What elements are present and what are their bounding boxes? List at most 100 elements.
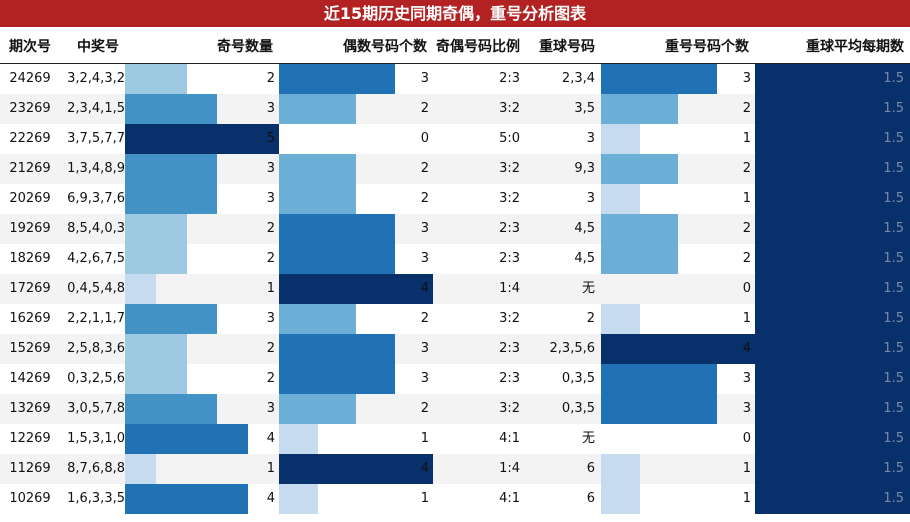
cell-repeat-count-value: 3: [742, 71, 751, 86]
table-row: 23269 2,3,4,1,5 3 2 3:2 3,5 2 1.5: [0, 94, 910, 124]
cell-ratio: 3:2: [433, 394, 526, 424]
cell-repeat-nums-text: 3,5: [574, 101, 595, 116]
cell-numbers: 4,2,6,7,5: [60, 244, 125, 274]
cell-repeat-count-value: 1: [742, 491, 751, 506]
cell-avg-value: 1.5: [883, 131, 904, 146]
cell-ratio: 2:3: [433, 214, 526, 244]
cell-odd-count: 5: [125, 124, 279, 154]
cell-repeat-count-bar: [601, 94, 678, 124]
cell-odd-count-bar: [125, 64, 187, 94]
cell-repeat-count: 1: [601, 454, 755, 484]
analysis-table: 期次号 中奖号 奇号数量 偶数号码个数 奇偶号码比例 重球号码 重号号码个数 重…: [0, 29, 910, 514]
cell-even-count-bar: [279, 334, 395, 364]
cell-odd-count-value: 1: [266, 461, 275, 476]
cell-issue: 23269: [0, 94, 60, 124]
cell-avg-value: 1.5: [883, 311, 904, 326]
cell-issue-text: 17269: [9, 281, 51, 296]
cell-odd-count: 3: [125, 154, 279, 184]
cell-avg-value: 1.5: [883, 491, 904, 506]
cell-numbers-text: 0,3,2,5,6: [67, 371, 125, 386]
cell-ratio-text: 3:2: [499, 191, 520, 206]
cell-even-count-value: 0: [420, 131, 429, 146]
cell-repeat-nums-text: 6: [586, 461, 595, 476]
cell-numbers: 8,5,4,0,3: [60, 214, 125, 244]
cell-odd-count-bar: [125, 334, 187, 364]
cell-ratio-text: 2:3: [499, 371, 520, 386]
cell-numbers-text: 8,5,4,0,3: [67, 221, 125, 236]
cell-issue-text: 20269: [9, 191, 51, 206]
cell-odd-count-value: 3: [266, 191, 275, 206]
cell-numbers: 1,5,3,1,0: [60, 424, 125, 454]
cell-odd-count-bar: [125, 424, 248, 454]
cell-numbers-text: 1,5,3,1,0: [67, 431, 125, 446]
cell-avg-value: 1.5: [883, 161, 904, 176]
header-row: 期次号 中奖号 奇号数量 偶数号码个数 奇偶号码比例 重球号码 重号号码个数 重…: [0, 29, 910, 64]
cell-repeat-count: 1: [601, 484, 755, 514]
cell-even-count-value: 4: [420, 461, 429, 476]
cell-numbers: 3,0,5,7,8: [60, 394, 125, 424]
cell-even-count-value: 2: [420, 101, 429, 116]
cell-ratio: 2:3: [433, 64, 526, 95]
cell-repeat-nums: 3: [526, 184, 601, 214]
cell-avg: 1.5: [755, 424, 910, 454]
cell-repeat-count-value: 1: [742, 311, 751, 326]
cell-avg-value: 1.5: [883, 71, 904, 86]
cell-avg: 1.5: [755, 274, 910, 304]
cell-odd-count: 4: [125, 484, 279, 514]
cell-even-count: 3: [279, 364, 433, 394]
cell-even-count-bar: [279, 244, 395, 274]
cell-even-count-value: 1: [420, 431, 429, 446]
table-row: 18269 4,2,6,7,5 2 3 2:3 4,5 2 1.5: [0, 244, 910, 274]
cell-odd-count: 2: [125, 214, 279, 244]
cell-numbers-text: 1,3,4,8,9: [67, 161, 125, 176]
cell-avg: 1.5: [755, 124, 910, 154]
cell-odd-count-value: 2: [266, 371, 275, 386]
cell-odd-count-value: 2: [266, 341, 275, 356]
cell-even-count: 2: [279, 394, 433, 424]
table-row: 24269 3,2,4,3,2 2 3 2:3 2,3,4 3 1.5: [0, 63, 910, 95]
cell-odd-count-value: 4: [266, 431, 275, 446]
cell-ratio: 5:0: [433, 124, 526, 154]
cell-repeat-count-bar: [601, 334, 755, 364]
cell-repeat-count: 1: [601, 304, 755, 334]
cell-odd-count-bar: [125, 394, 217, 424]
cell-even-count-value: 2: [420, 401, 429, 416]
cell-repeat-count-bar: [601, 214, 678, 244]
cell-ratio-text: 3:2: [499, 101, 520, 116]
header-odd-count: 奇号数量: [125, 29, 279, 64]
header-numbers: 中奖号: [60, 29, 125, 64]
cell-numbers-text: 2,3,4,1,5: [67, 101, 125, 116]
cell-issue-text: 14269: [9, 371, 51, 386]
cell-issue: 15269: [0, 334, 60, 364]
cell-even-count-bar: [279, 154, 356, 184]
cell-odd-count-bar: [125, 274, 156, 304]
cell-repeat-nums: 2,3,5,6: [526, 334, 601, 364]
cell-even-count-value: 3: [420, 341, 429, 356]
cell-odd-count: 3: [125, 94, 279, 124]
cell-ratio-text: 4:1: [499, 491, 520, 506]
cell-avg-value: 1.5: [883, 101, 904, 116]
cell-repeat-count: 3: [601, 394, 755, 424]
cell-avg-value: 1.5: [883, 401, 904, 416]
cell-issue: 14269: [0, 364, 60, 394]
cell-numbers: 2,2,1,1,7: [60, 304, 125, 334]
cell-even-count: 2: [279, 304, 433, 334]
cell-repeat-count: 2: [601, 94, 755, 124]
cell-ratio-text: 5:0: [499, 131, 520, 146]
cell-numbers: 1,6,3,3,5: [60, 484, 125, 514]
cell-issue: 21269: [0, 154, 60, 184]
cell-repeat-nums-text: 3: [586, 191, 595, 206]
cell-repeat-count-value: 1: [742, 191, 751, 206]
cell-even-count-value: 4: [420, 281, 429, 296]
cell-issue-text: 10269: [9, 491, 51, 506]
cell-repeat-nums-text: 6: [586, 491, 595, 506]
table-row: 13269 3,0,5,7,8 3 2 3:2 0,3,5 3 1.5: [0, 394, 910, 424]
cell-even-count-bar: [279, 184, 356, 214]
cell-ratio: 2:3: [433, 334, 526, 364]
cell-even-count-bar: [279, 424, 318, 454]
cell-avg: 1.5: [755, 454, 910, 484]
header-even-count: 偶数号码个数: [279, 29, 433, 64]
cell-odd-count-bar: [125, 304, 217, 334]
cell-odd-count: 2: [125, 244, 279, 274]
cell-repeat-nums: 6: [526, 454, 601, 484]
